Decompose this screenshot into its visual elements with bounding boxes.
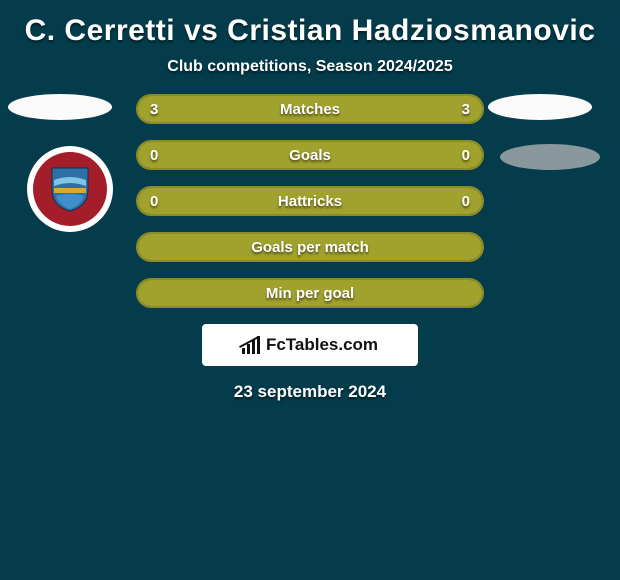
stat-rows: 33Matches 00Goals 00Hattricks Goals per mat…	[136, 94, 484, 308]
stat-label: Matches	[138, 96, 482, 122]
stats-area: 33Matches 00Goals 00Hattricks Goals per mat…	[0, 94, 620, 402]
player2-ellipse-2	[500, 144, 600, 170]
stat-label: Hattricks	[138, 188, 482, 214]
club-badge-shield-icon	[50, 166, 90, 212]
player1-ellipse-1	[8, 94, 112, 120]
stat-row: 00Hattricks	[136, 186, 484, 216]
stat-row: Goals per match	[136, 232, 484, 262]
stat-row: 33Matches	[136, 94, 484, 124]
stat-label: Goals	[138, 142, 482, 168]
player1-club-badge	[27, 146, 113, 232]
stat-label: Min per goal	[138, 280, 482, 306]
stat-label: Goals per match	[138, 234, 482, 260]
stat-row: Min per goal	[136, 278, 484, 308]
bar-chart-icon	[242, 336, 260, 354]
branding-badge: FcTables.com	[202, 324, 418, 366]
bar-chart-icon-bar	[242, 348, 245, 354]
player2-ellipse-1	[488, 94, 592, 120]
date-label: 23 september 2024	[0, 366, 620, 402]
bar-chart-icon-bar	[252, 340, 255, 354]
branding-text: FcTables.com	[266, 335, 378, 355]
stat-row: 00Goals	[136, 140, 484, 170]
page-subtitle: Club competitions, Season 2024/2025	[0, 52, 620, 94]
bar-chart-icon-bar	[247, 344, 250, 354]
page-title: C. Cerretti vs Cristian Hadziosmanovic	[0, 0, 620, 52]
